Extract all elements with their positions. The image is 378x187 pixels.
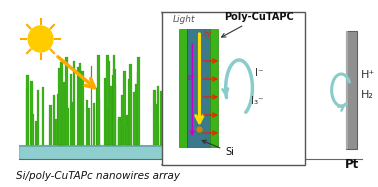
Bar: [31, 81, 33, 145]
Bar: [62, 82, 65, 145]
Bar: [50, 105, 51, 145]
Bar: [153, 90, 156, 145]
Bar: [179, 29, 187, 147]
Bar: [96, 100, 99, 145]
Bar: [96, 88, 98, 145]
Text: Light: Light: [173, 15, 196, 24]
Bar: [135, 107, 138, 145]
Bar: [67, 108, 69, 145]
Bar: [157, 86, 159, 145]
Bar: [118, 120, 121, 145]
Bar: [82, 71, 84, 145]
Circle shape: [28, 26, 53, 52]
Text: I⁻: I⁻: [255, 68, 264, 78]
Text: h⁺: h⁺: [203, 30, 213, 39]
Bar: [105, 87, 108, 145]
Bar: [109, 91, 112, 145]
Bar: [346, 31, 348, 149]
Bar: [129, 64, 132, 145]
Bar: [19, 145, 174, 147]
Bar: [113, 55, 115, 145]
Text: H⁺: H⁺: [361, 70, 375, 80]
Bar: [62, 107, 65, 145]
Text: Si: Si: [202, 140, 234, 157]
Bar: [73, 61, 75, 145]
Bar: [118, 117, 121, 145]
Bar: [104, 78, 105, 145]
Bar: [105, 98, 108, 145]
Bar: [108, 61, 110, 145]
Bar: [26, 89, 28, 145]
Bar: [31, 114, 34, 145]
Bar: [88, 108, 90, 145]
Text: I₃⁻: I₃⁻: [251, 96, 264, 106]
Bar: [160, 124, 162, 145]
Bar: [128, 79, 130, 145]
Bar: [125, 115, 128, 145]
Bar: [42, 87, 44, 145]
Bar: [58, 109, 60, 145]
Bar: [60, 62, 63, 145]
Bar: [136, 94, 139, 145]
Bar: [135, 84, 138, 145]
Bar: [106, 109, 108, 145]
Bar: [79, 68, 81, 145]
Bar: [58, 68, 61, 145]
Bar: [126, 125, 129, 145]
Bar: [113, 86, 116, 145]
Bar: [121, 95, 123, 145]
Bar: [112, 117, 114, 145]
Bar: [160, 91, 163, 145]
Bar: [35, 121, 37, 145]
Text: H₂: H₂: [361, 90, 374, 100]
Bar: [70, 74, 72, 145]
Bar: [113, 69, 116, 145]
Text: Pt: Pt: [345, 158, 359, 171]
Bar: [112, 75, 115, 145]
Bar: [58, 96, 61, 145]
Bar: [166, 65, 169, 145]
Text: Si/poly-CuTAPc nanowires array: Si/poly-CuTAPc nanowires array: [16, 171, 180, 181]
Bar: [91, 66, 92, 145]
Bar: [97, 56, 99, 145]
Bar: [60, 108, 64, 145]
Bar: [57, 94, 60, 145]
Bar: [79, 63, 81, 145]
Bar: [72, 102, 74, 145]
Bar: [187, 29, 211, 147]
Bar: [80, 126, 82, 145]
Bar: [37, 90, 39, 145]
Text: Poly-CuTAPC: Poly-CuTAPC: [222, 12, 294, 37]
Bar: [64, 98, 65, 145]
Bar: [137, 72, 139, 145]
Bar: [110, 86, 112, 145]
Bar: [65, 57, 68, 145]
Bar: [133, 93, 136, 145]
Bar: [56, 119, 58, 145]
Bar: [165, 108, 167, 145]
Bar: [106, 55, 108, 145]
Bar: [86, 100, 88, 145]
Bar: [93, 103, 95, 145]
Bar: [19, 145, 174, 159]
Bar: [137, 57, 140, 145]
Bar: [123, 71, 126, 145]
Bar: [162, 12, 305, 165]
Bar: [53, 95, 55, 145]
Bar: [26, 75, 29, 145]
Text: e⁻: e⁻: [187, 73, 196, 82]
Bar: [346, 31, 358, 149]
Bar: [211, 29, 218, 147]
Bar: [155, 104, 157, 145]
Bar: [77, 67, 79, 145]
